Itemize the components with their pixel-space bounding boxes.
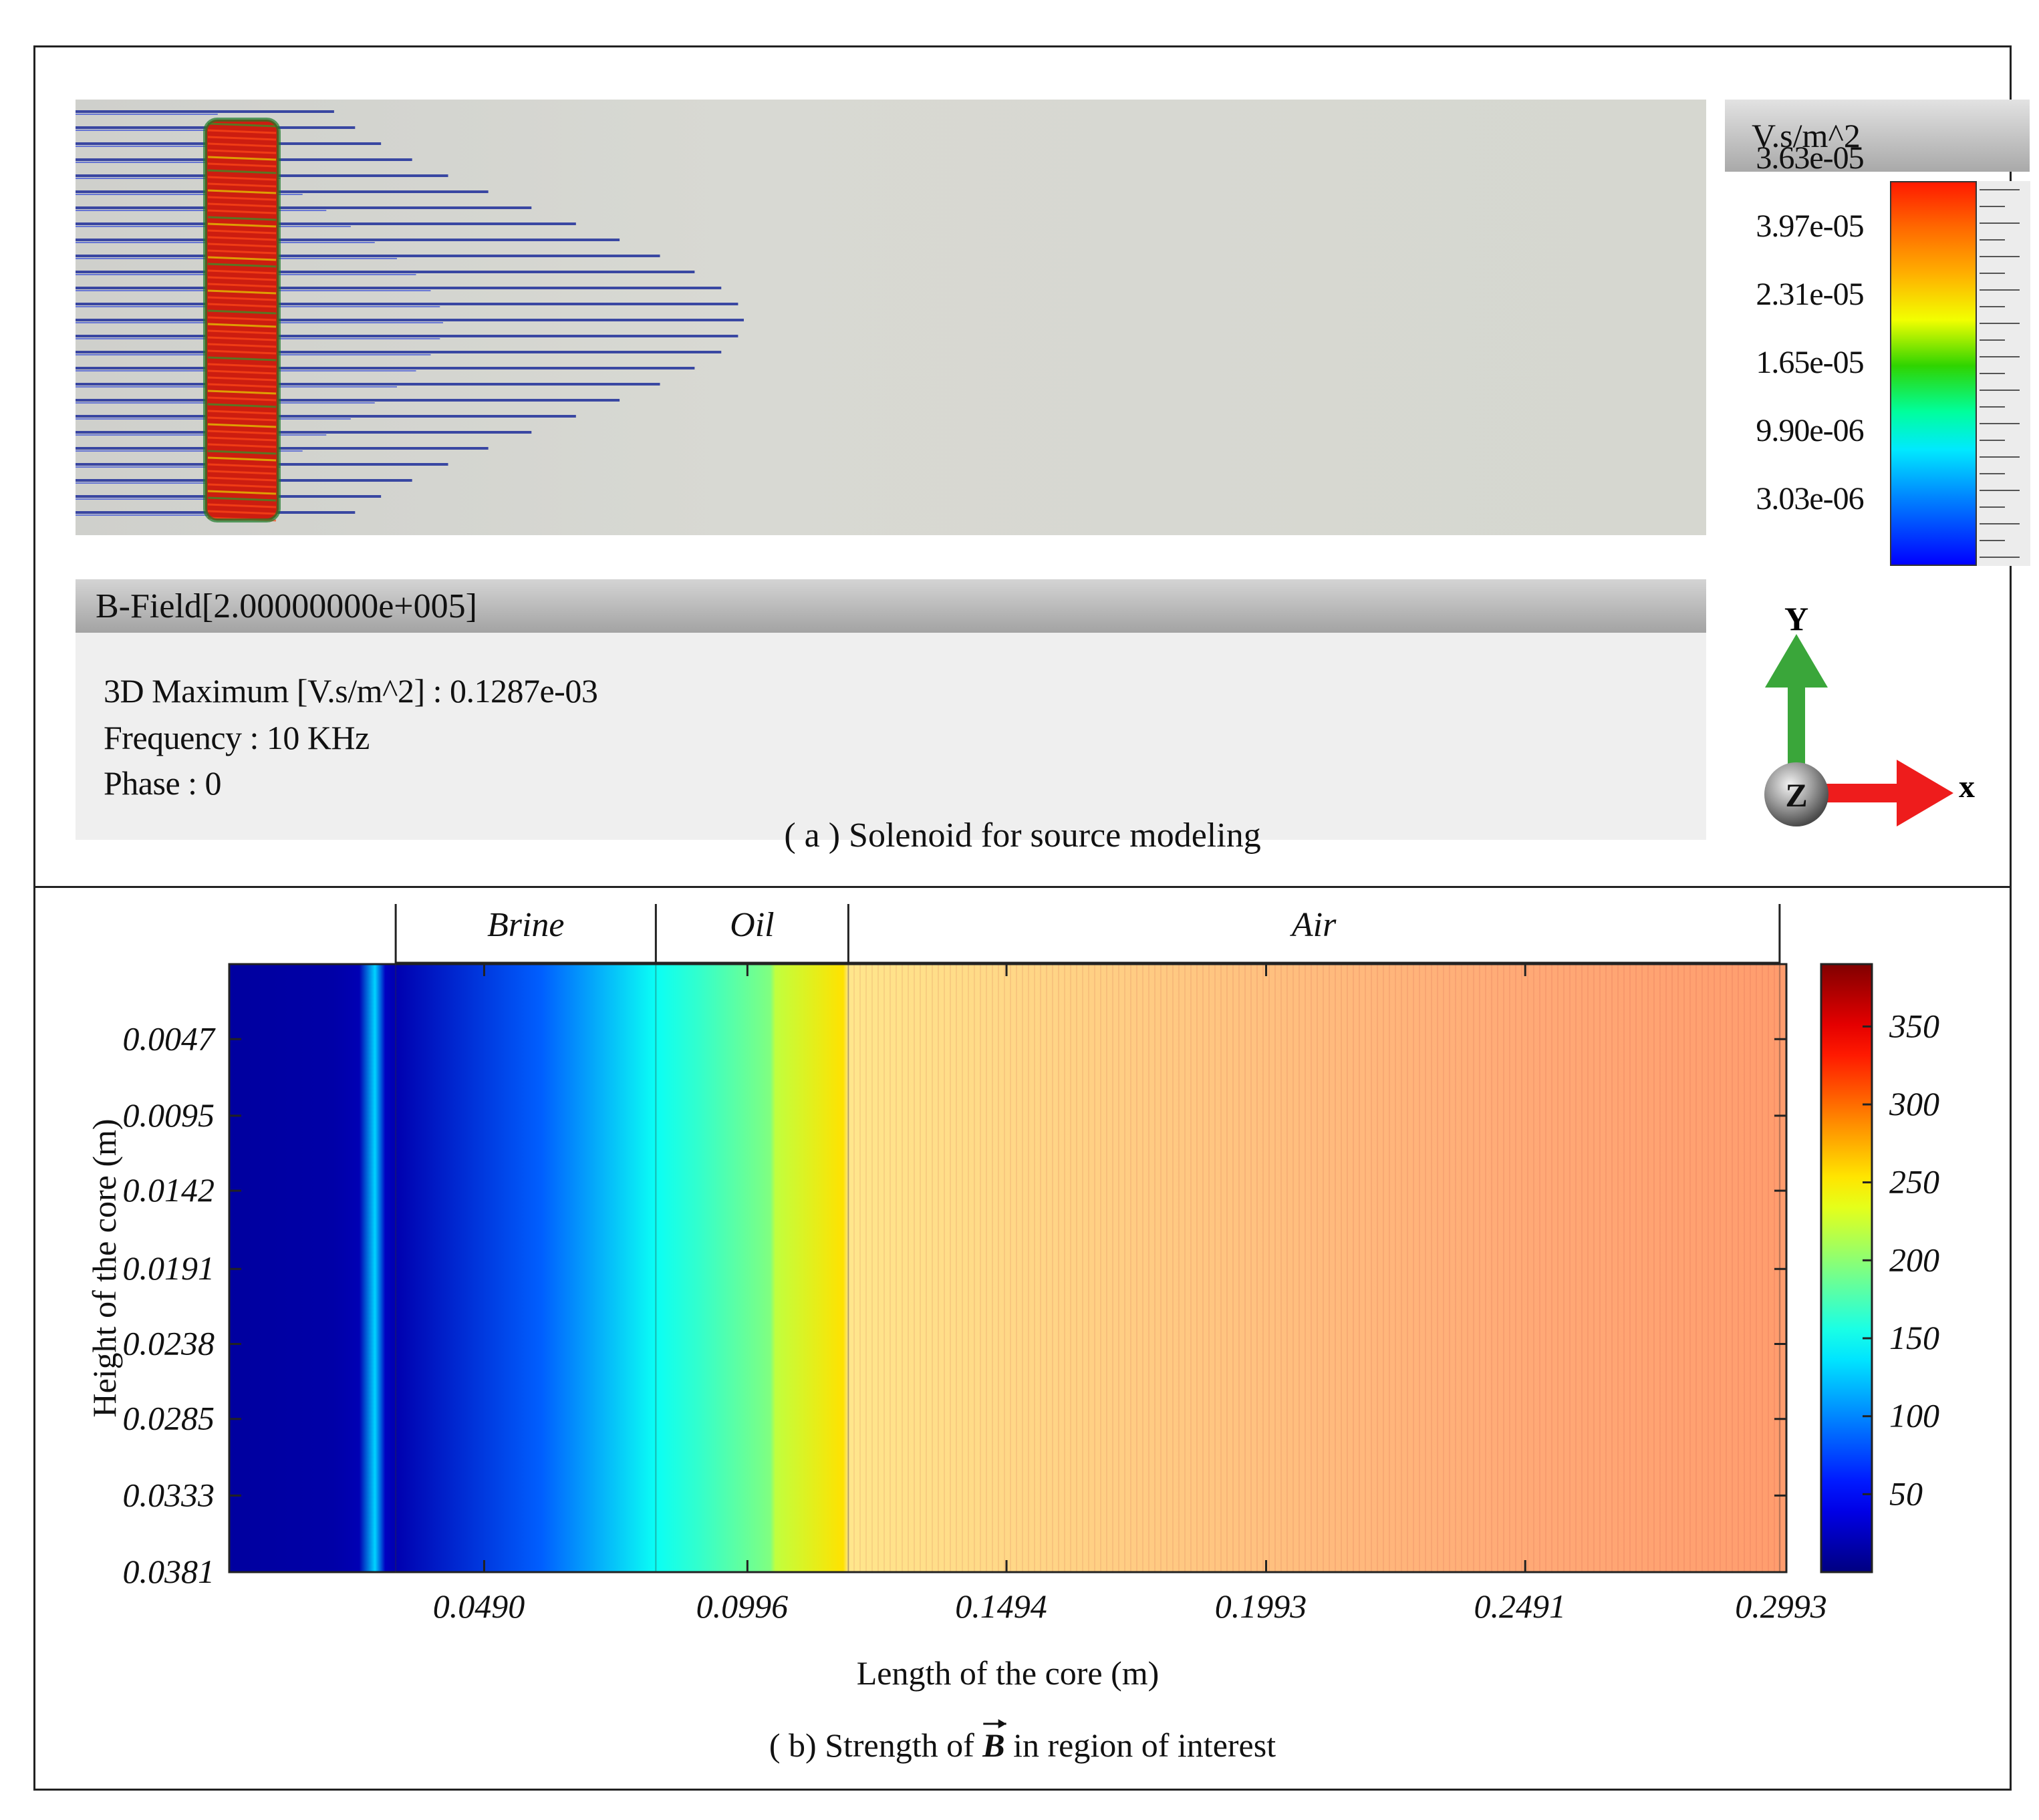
solenoid-core	[203, 118, 281, 522]
legend-tick-strip	[1977, 181, 2030, 566]
x-axis-ticks: 0.0490 0.0996 0.1494 0.1993 0.2491 0.2993	[433, 964, 1827, 1625]
region-label: Oil	[730, 906, 774, 944]
legend-tick	[1980, 456, 2020, 458]
caption-b-suffix: in region of interest	[1005, 1726, 1276, 1764]
colorbar-tick-label: 100	[1889, 1397, 1939, 1434]
legend-label-1: 3.63e-05	[1756, 140, 1864, 176]
x-tick-label: 0.1494	[955, 1587, 1047, 1625]
legend-tick	[1980, 390, 2020, 391]
colorbar-tick-label: 350	[1889, 1007, 1939, 1044]
legend-tick	[1980, 239, 2005, 241]
legend-tick	[1980, 356, 2020, 357]
legend-label-4: 1.65e-05	[1756, 345, 1864, 380]
legend-tick	[1980, 273, 2005, 274]
axis-label-x: x	[1959, 769, 1975, 804]
legend-unit: V.s/m^2	[1752, 117, 1861, 154]
info-frequency: Frequency : 10 KHz	[104, 719, 370, 756]
legend-color-bar	[1890, 181, 1977, 566]
z-axis-ball-icon	[1764, 762, 1828, 826]
axis-label-z: Z	[1785, 776, 1807, 814]
solenoid-field-view	[76, 100, 1706, 535]
legend-tick	[1980, 289, 2020, 291]
legend-tick	[1980, 506, 2005, 508]
legend-label-3: 2.31e-05	[1756, 277, 1864, 312]
legend-tick	[1980, 423, 2020, 424]
x-tick-label: 0.2993	[1735, 1587, 1827, 1625]
y-axis-ticks: 0.0047 0.0095 0.0142 0.0191 0.0238 0.0285 0.03…	[123, 1020, 1786, 1590]
legend-tick	[1980, 339, 2005, 341]
x-tick-label: 0.2491	[1474, 1587, 1566, 1625]
caption-b-symbol: B	[982, 1726, 1004, 1764]
colorbar-tick-label: 200	[1889, 1241, 1939, 1278]
legend-tick	[1980, 557, 2020, 558]
colorbar-ticks: 50 100 150 200 250 300 350	[1863, 1007, 1939, 1512]
legend-label-5: 9.90e-06	[1756, 413, 1864, 448]
y-axis-title: Height of the core (m)	[86, 1118, 123, 1417]
vector-arrow-icon	[983, 1719, 1006, 1728]
legend-tick	[1980, 306, 2005, 307]
region-label: Air	[1290, 906, 1337, 944]
colorbar-tick-label: 50	[1889, 1475, 1923, 1512]
x-tick-label: 0.0490	[433, 1587, 525, 1625]
region-label: Brine	[487, 906, 565, 944]
info-box: 3D Maximum [V.s/m^2] : 0.1287e-03 Freque…	[76, 633, 1706, 840]
caption-b-prefix: ( b) Strength of	[769, 1726, 982, 1764]
info-phase: Phase : 0	[104, 764, 222, 802]
y-tick-label: 0.0238	[123, 1324, 215, 1362]
y-axis-arrow-icon	[1765, 634, 1828, 688]
legend-tick	[1980, 373, 2005, 374]
coordinate-axes-gizmo: Y Z x	[1764, 600, 1975, 826]
y-tick-label: 0.0142	[123, 1171, 215, 1209]
x-tick-label: 0.0996	[696, 1587, 789, 1625]
legend-tick	[1980, 473, 2005, 474]
legend-tick	[1980, 540, 2005, 541]
colorbar-tick-label: 150	[1889, 1319, 1939, 1356]
x-tick-label: 0.1993	[1215, 1587, 1307, 1625]
x-axis-arrow-shaft	[1820, 784, 1900, 802]
y-tick-label: 0.0191	[123, 1249, 215, 1287]
axis-label-y: Y	[1784, 600, 1808, 637]
y-tick-label: 0.0333	[123, 1476, 215, 1513]
y-tick-label: 0.0381	[123, 1553, 215, 1590]
colorbar	[1820, 963, 1873, 1573]
legend-tick	[1980, 256, 2020, 257]
colorbar-tick-label: 250	[1889, 1163, 1939, 1201]
legend-label-2: 3.97e-05	[1756, 208, 1864, 244]
y-tick-label: 0.0047	[123, 1020, 217, 1057]
y-tick-label: 0.0285	[123, 1400, 215, 1437]
legend-tick	[1980, 523, 2020, 524]
legend-tick	[1980, 222, 2020, 224]
panel-b: Brine Oil Air 0.0490 0.0996 0.1494 0.1993 0.24…	[33, 886, 2012, 1791]
legend-tick	[1980, 406, 2005, 408]
x-axis-title: Length of the core (m)	[857, 1654, 1160, 1692]
y-tick-label: 0.0095	[123, 1096, 215, 1134]
colorbar-tick-label: 300	[1889, 1085, 1939, 1122]
caption-a: ( a ) Solenoid for source modeling	[784, 816, 1261, 855]
heatmap-fringe-overlay	[848, 964, 1786, 1572]
legend-tick	[1980, 490, 2020, 491]
field-title-bar: B-Field[2.00000000e+005]	[76, 579, 1706, 633]
panel-a: V.s/m^2 3.63e-05 3.97e-05 2.31e-05 1.65e…	[33, 45, 2030, 889]
field-title: B-Field[2.00000000e+005]	[96, 587, 477, 625]
legend-tick	[1980, 440, 2005, 441]
legend-label-6: 3.03e-06	[1756, 481, 1864, 516]
caption-b: ( b) Strength of B in region of interest	[769, 1726, 1276, 1764]
vector-arrow-head	[998, 1719, 1006, 1728]
heatmap-chart: Brine Oil Air 0.0490 0.0996 0.1494 0.1993 0.24…	[86, 904, 1939, 1764]
solenoid-field-render	[76, 110, 744, 522]
legend-tick	[1980, 323, 2020, 324]
legend-tick	[1980, 189, 2020, 190]
legend-tick	[1980, 206, 2005, 207]
x-axis-arrow-icon	[1897, 760, 1953, 826]
info-maximum: 3D Maximum [V.s/m^2] : 0.1287e-03	[104, 672, 598, 710]
legend-unit-header: V.s/m^2	[1725, 100, 2030, 172]
